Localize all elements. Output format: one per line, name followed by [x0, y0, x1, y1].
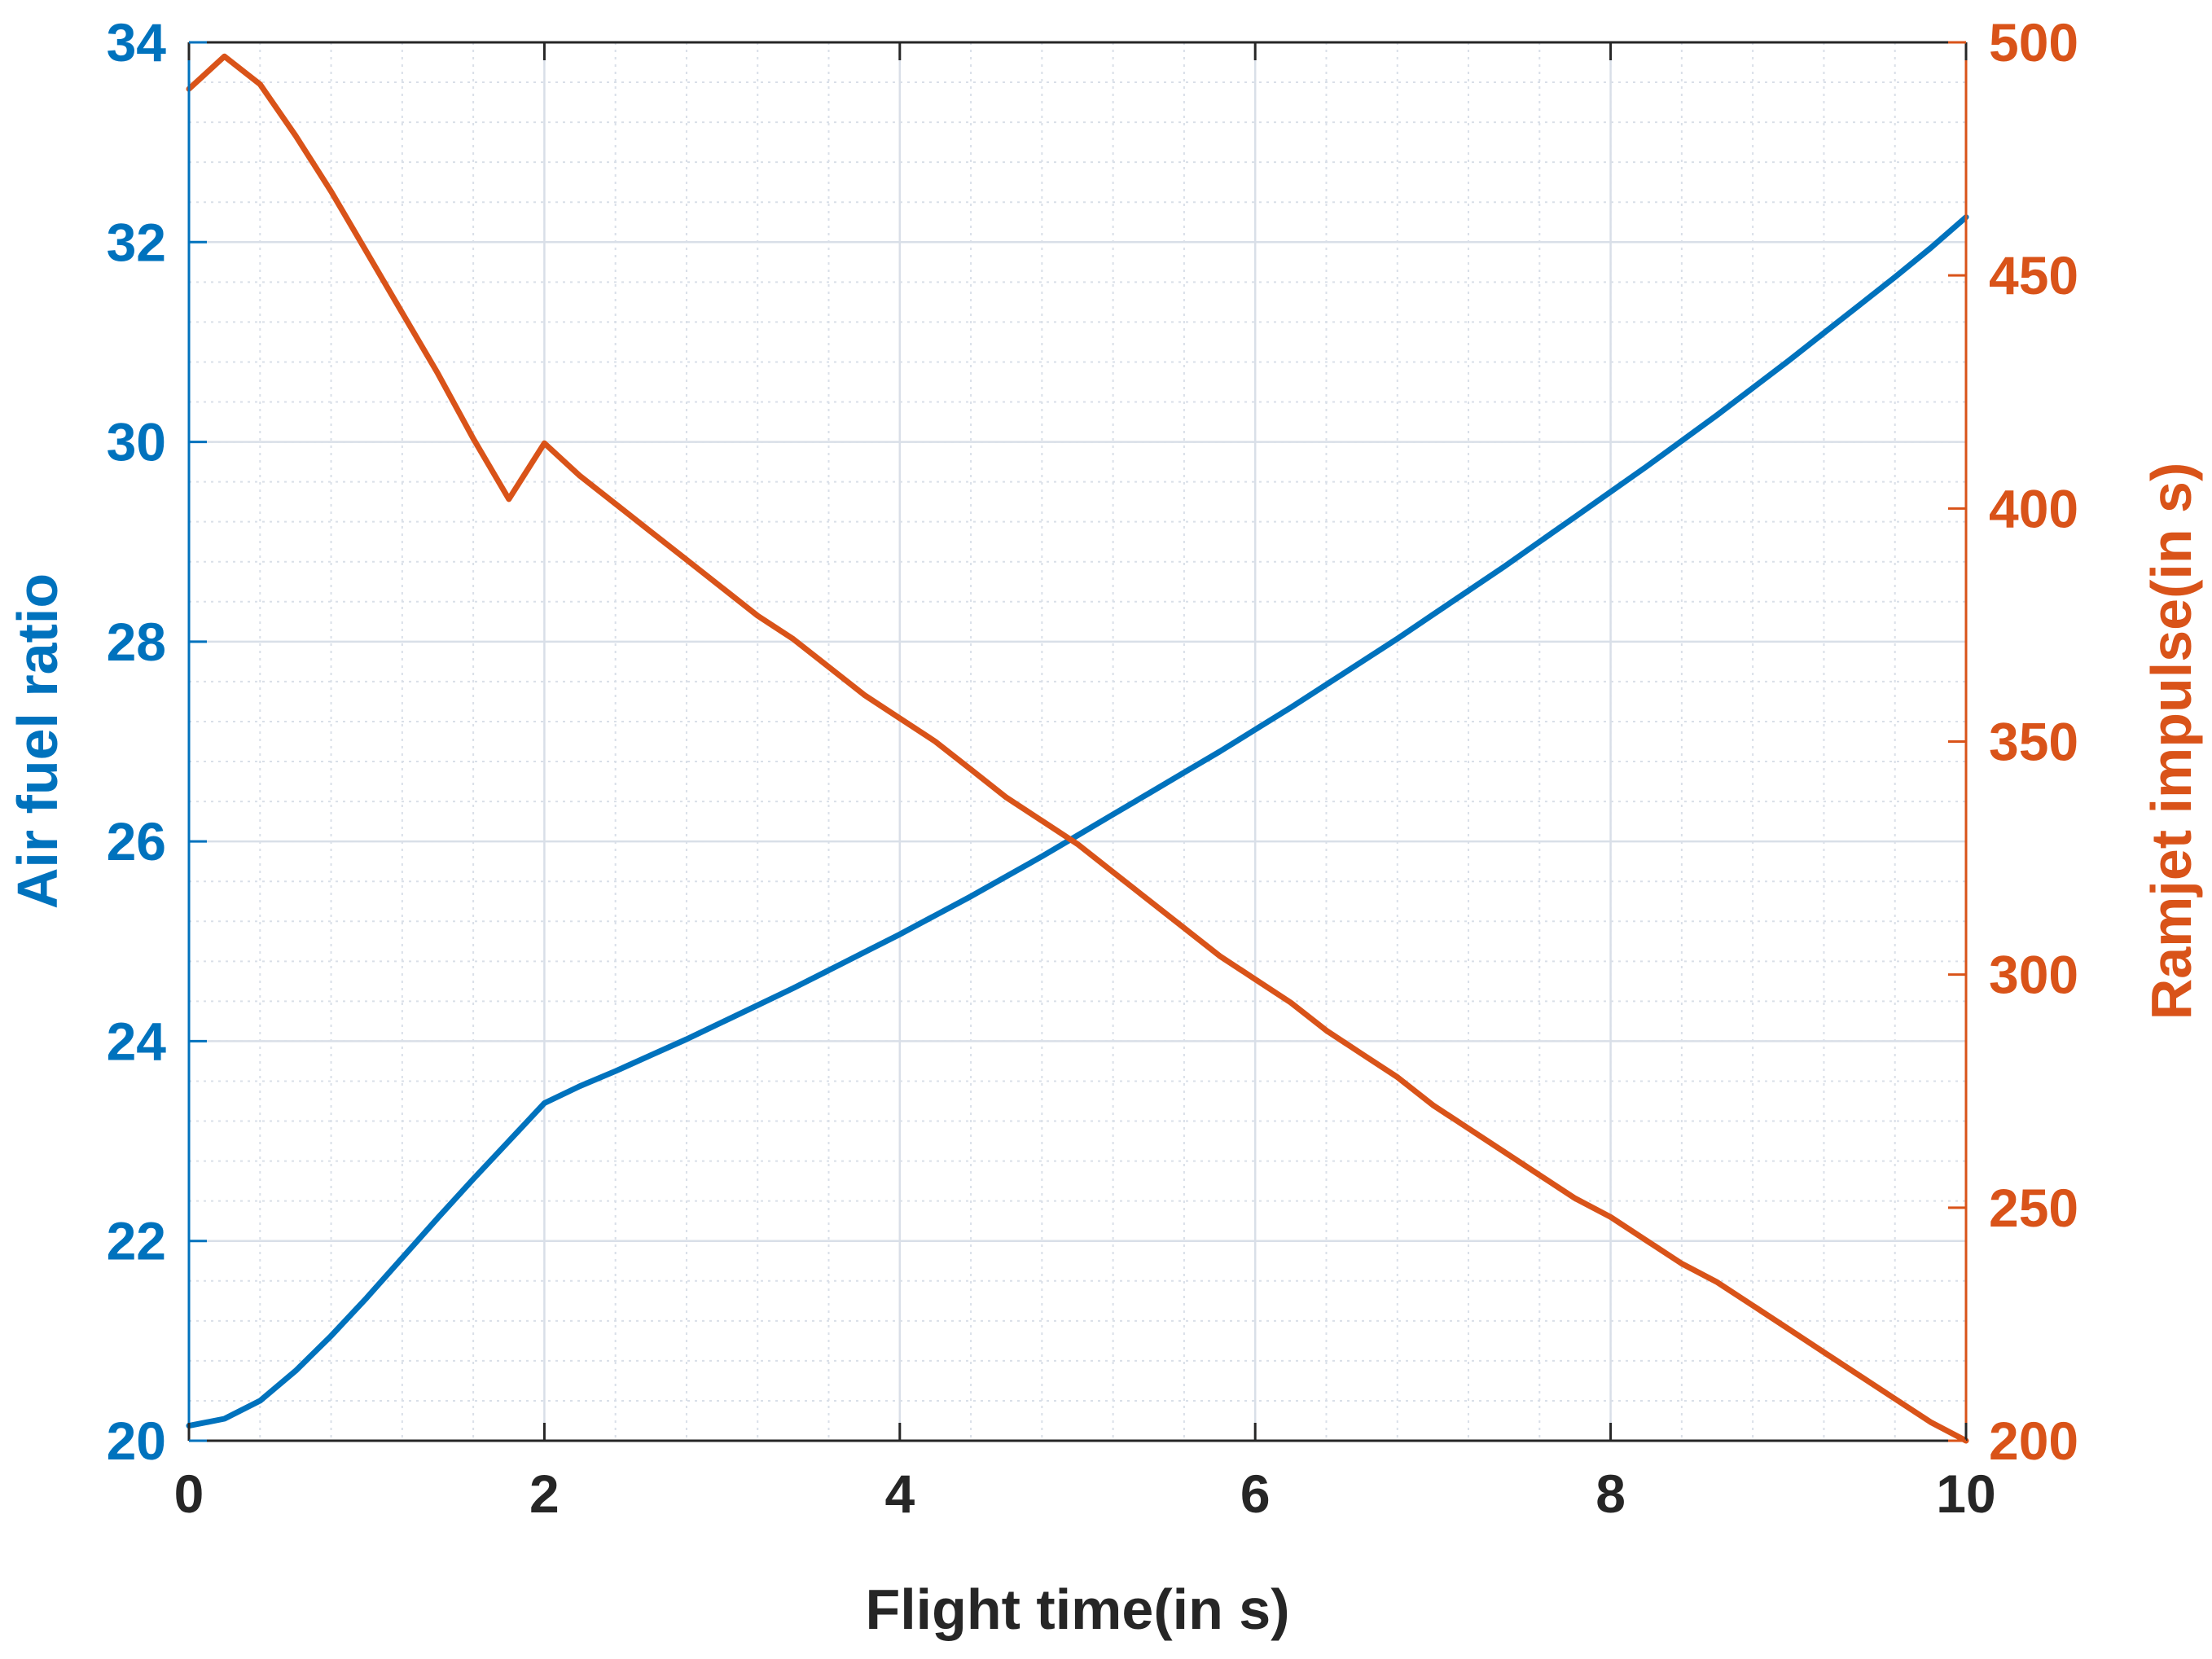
- x-tick-label: 0: [174, 1464, 204, 1524]
- tick-label-layer: 0 2 4 6 8 10202224262830323420025030035040045…: [107, 12, 2079, 1524]
- right-y-tick-label: 500: [1989, 12, 2078, 72]
- right-y-tick-label: 400: [1989, 478, 2078, 538]
- left-y-tick-label: 24: [107, 1011, 167, 1071]
- x-tick-label: 4: [884, 1464, 915, 1524]
- left-y-tick-label: 28: [107, 612, 166, 672]
- x-tick-label: 8: [1595, 1464, 1626, 1524]
- series-layer: [186, 53, 1969, 1444]
- x-tick-label: 10: [1936, 1464, 1995, 1524]
- right-y-tick-label: 450: [1989, 245, 2078, 305]
- left-y-tick-label: 26: [107, 811, 166, 871]
- plot-background: [189, 42, 1966, 1441]
- left-y-tick-label: 34: [107, 12, 167, 72]
- right-y-tick-label: 250: [1989, 1178, 2078, 1238]
- right-y-axis-title: Ramjet impulse(in s): [2140, 463, 2203, 1020]
- x-axis-title: Flight time(in s): [865, 1578, 1289, 1641]
- axes-layer: [187, 41, 1968, 1442]
- x-tick-label: 6: [1240, 1464, 1271, 1524]
- series-line-air-fuel-ratio: [186, 214, 1969, 1429]
- x-tick-label: 2: [529, 1464, 560, 1524]
- left-y-tick-label: 22: [107, 1211, 166, 1271]
- right-y-tick-label: 350: [1989, 712, 2078, 772]
- right-y-tick-label: 200: [1989, 1411, 2078, 1471]
- right-y-tick-label: 300: [1989, 945, 2078, 1005]
- left-y-tick-label: 20: [107, 1411, 166, 1471]
- left-y-tick-label: 32: [107, 212, 166, 272]
- left-y-tick-label: 30: [107, 412, 166, 472]
- left-y-axis-title: Air fuel ratio: [6, 573, 69, 909]
- series-line-ramjet-impulse: [186, 53, 1969, 1444]
